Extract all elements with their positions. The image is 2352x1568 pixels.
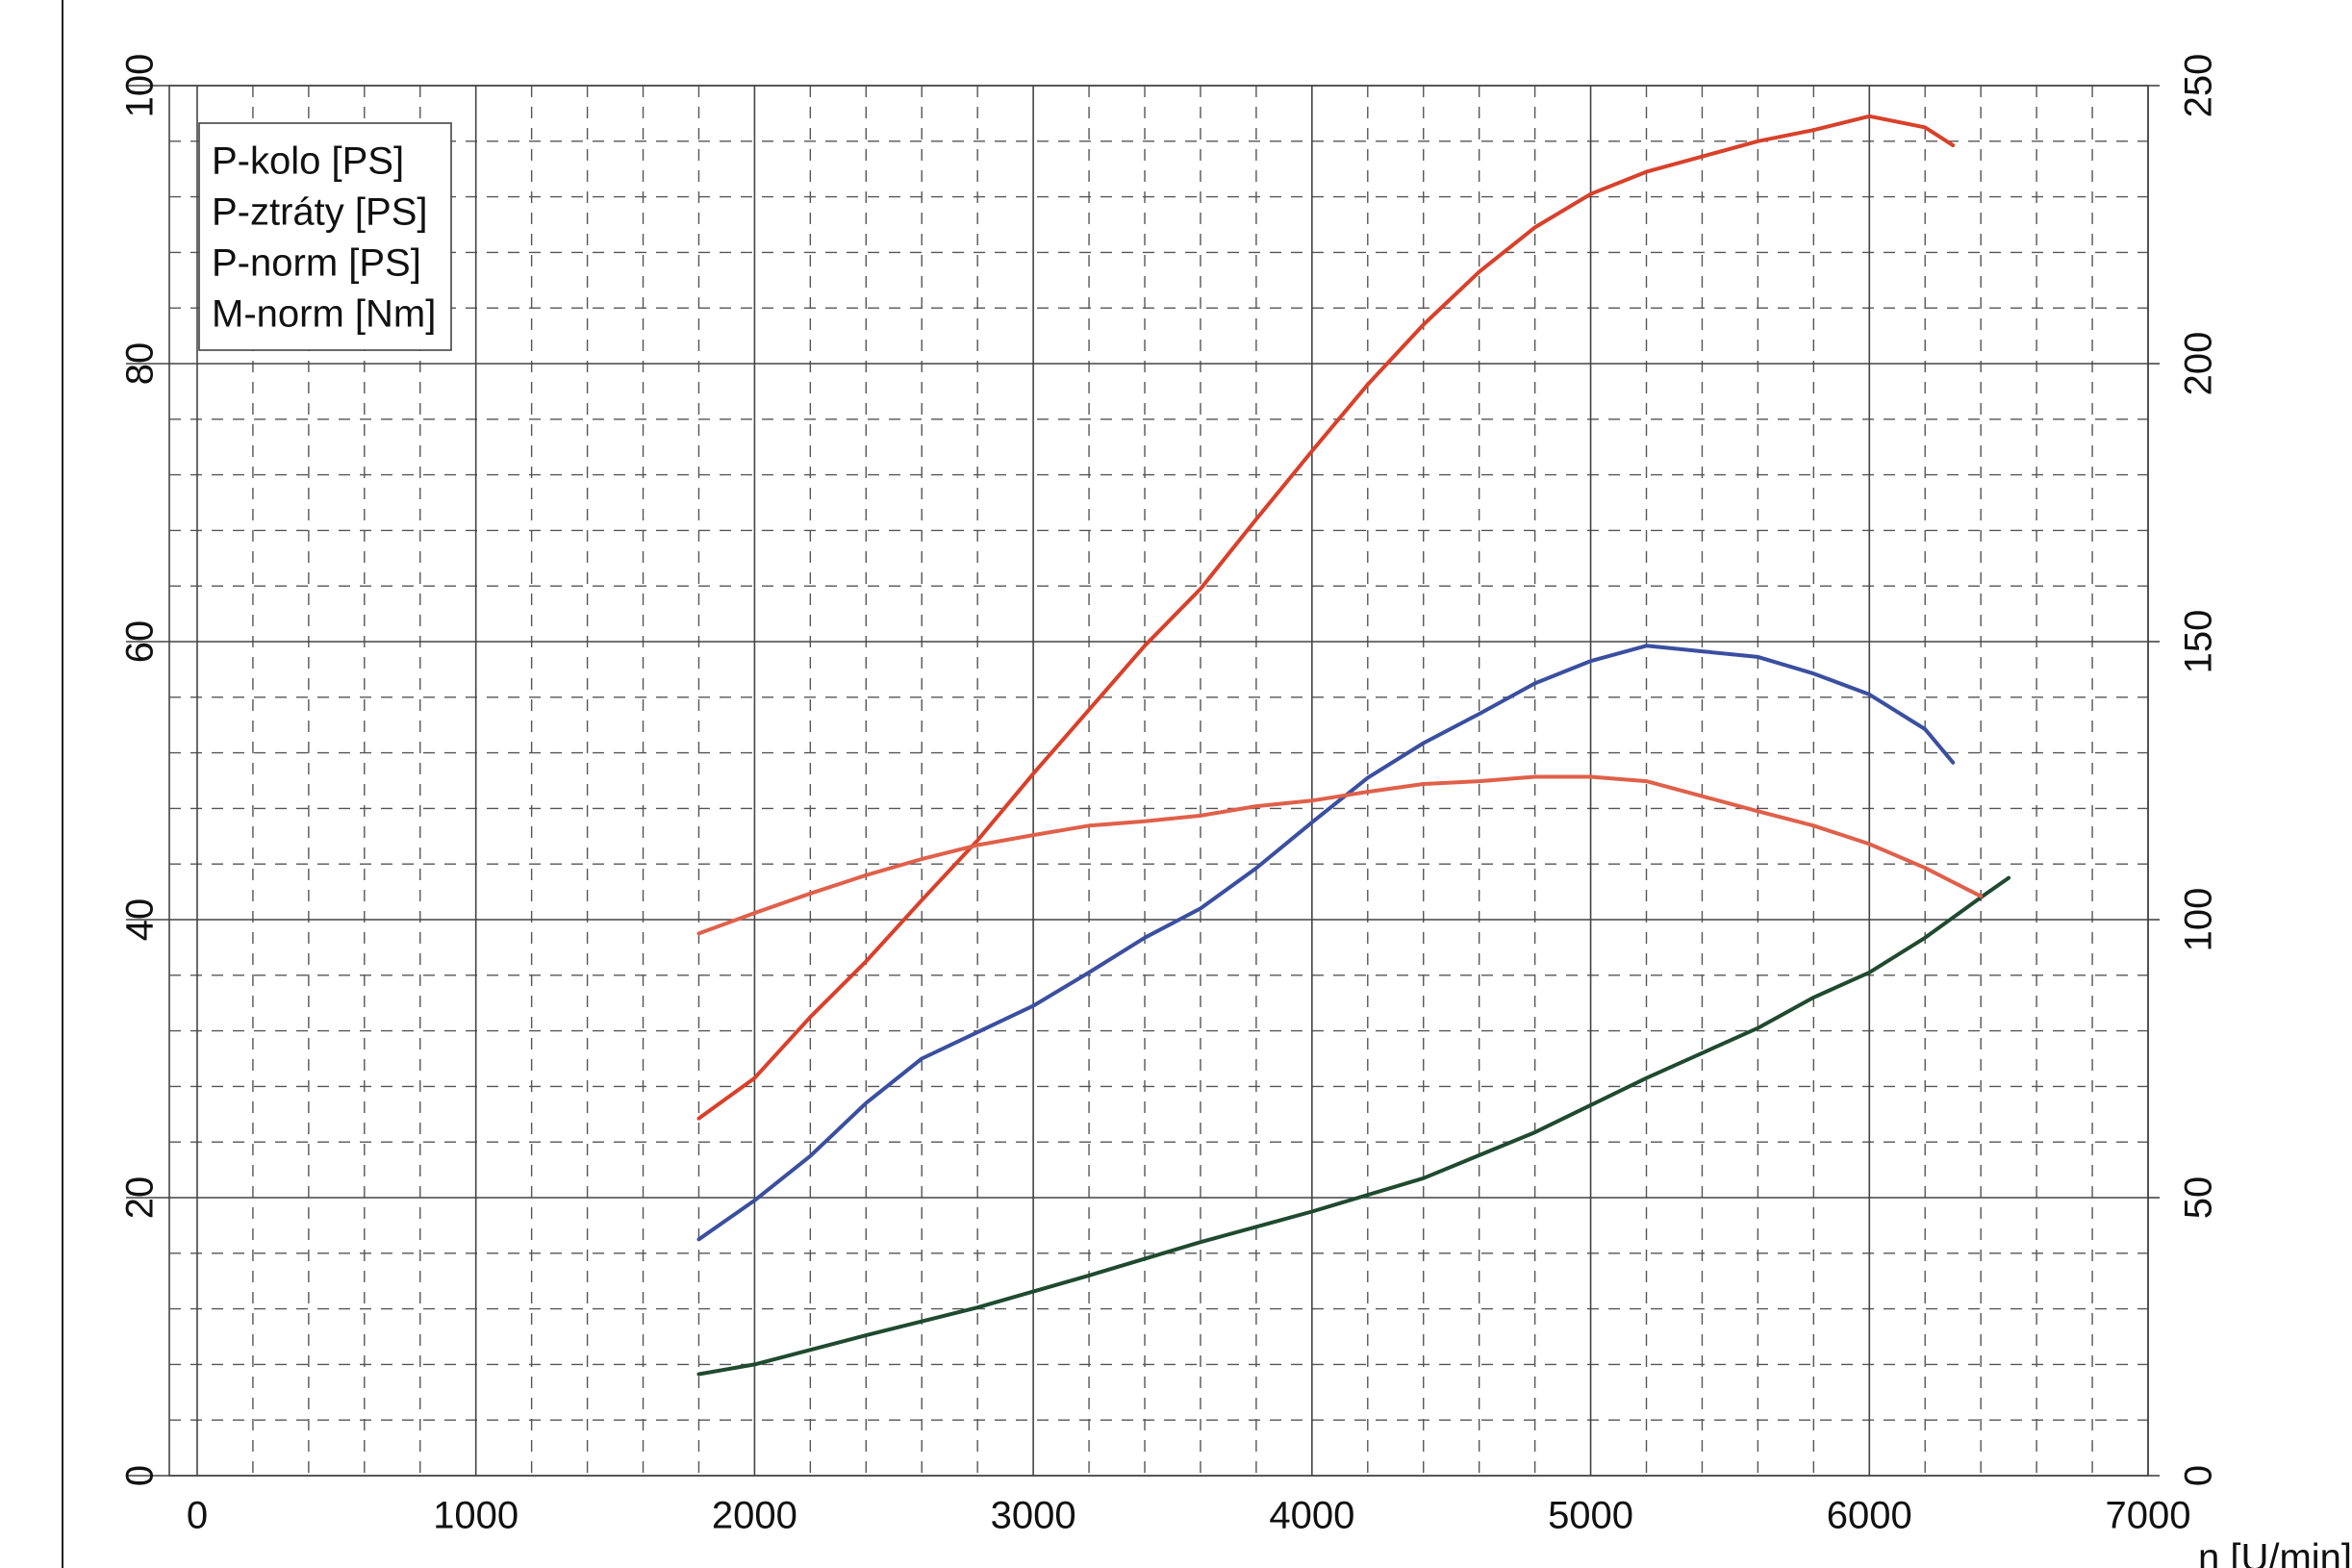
- plot-frame: [168, 85, 2149, 1477]
- x-tick-label: 4000: [1269, 1495, 1354, 1537]
- legend-box: [198, 122, 452, 351]
- y2-tick-label: 250: [2178, 54, 2220, 118]
- y-tick-label: 20: [119, 1176, 162, 1220]
- legend-entry: P-kolo [PS]: [212, 140, 404, 183]
- y-tick-label: 80: [119, 342, 162, 386]
- x-axis-label: n [U/min]: [2198, 1537, 2352, 1568]
- x-tick-label: 3000: [991, 1495, 1076, 1537]
- x-tick-label: 0: [187, 1495, 208, 1537]
- y2-tick-label: 100: [2178, 888, 2220, 952]
- series-line: [696, 644, 1956, 1242]
- legend-entry: M-norm [Nm]: [212, 293, 436, 336]
- legend: P-kolo [PS] P-ztráty [PS] P-norm [PS] M-nor…: [198, 122, 452, 351]
- y-tick-label: 100: [119, 54, 162, 118]
- y2-tick-label: 150: [2178, 610, 2220, 674]
- y2-tick-label: 0: [2178, 1465, 2220, 1486]
- x-tick-label: 2000: [712, 1495, 797, 1537]
- series-line: [696, 875, 2011, 1377]
- y-tick-label: 60: [119, 620, 162, 664]
- x-tick-label: 7000: [2106, 1495, 2191, 1537]
- y-tick-label: 0: [119, 1465, 162, 1486]
- legend-entry: P-norm [PS]: [212, 242, 421, 285]
- x-tick-label: 1000: [433, 1495, 518, 1537]
- y2-tick-label: 50: [2178, 1176, 2220, 1220]
- series-line: [696, 114, 1956, 1121]
- y2-tick-label: 200: [2178, 332, 2220, 396]
- y-tick-label: 40: [119, 898, 162, 942]
- x-tick-label: 5000: [1548, 1495, 1633, 1537]
- series-line: [696, 774, 1984, 936]
- x-tick-label: 6000: [1827, 1495, 1912, 1537]
- legend-entry: P-ztráty [PS]: [212, 191, 428, 234]
